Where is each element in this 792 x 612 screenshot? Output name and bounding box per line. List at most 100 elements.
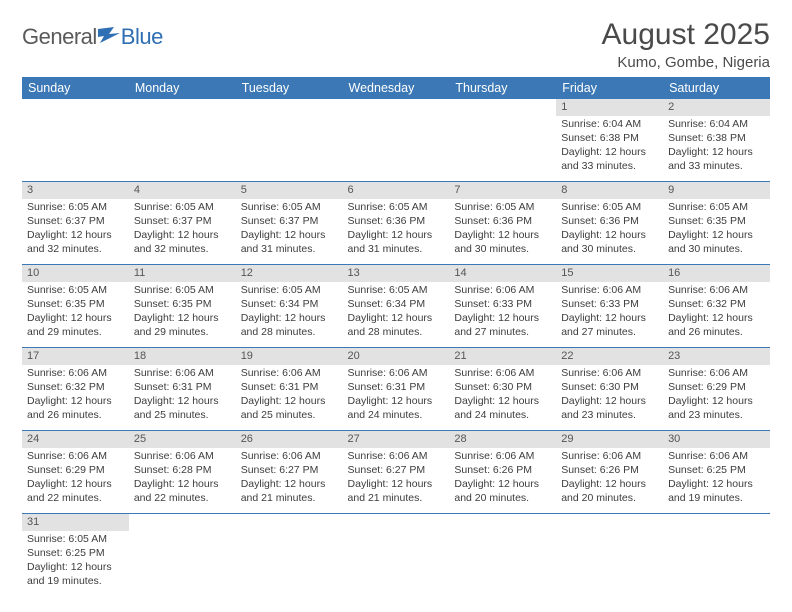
daylight-line-2: and 33 minutes. [561,159,658,173]
sunset-text: Sunset: 6:27 PM [241,463,338,477]
daylight-line-1: Daylight: 12 hours [668,311,765,325]
day-details: Sunrise: 6:05 AMSunset: 6:37 PMDaylight:… [236,199,343,260]
calendar-cell [663,514,770,597]
sunrise-text: Sunrise: 6:04 AM [561,117,658,131]
day-details: Sunrise: 6:06 AMSunset: 6:26 PMDaylight:… [449,448,556,509]
sunrise-text: Sunrise: 6:06 AM [561,283,658,297]
sunrise-text: Sunrise: 6:06 AM [454,449,551,463]
calendar-cell: 29Sunrise: 6:06 AMSunset: 6:26 PMDayligh… [556,431,663,514]
day-number: 16 [663,265,770,282]
flag-icon [98,27,120,48]
day-details: Sunrise: 6:05 AMSunset: 6:36 PMDaylight:… [556,199,663,260]
day-number: 7 [449,182,556,199]
day-details: Sunrise: 6:05 AMSunset: 6:34 PMDaylight:… [343,282,450,343]
calendar-cell: 7Sunrise: 6:05 AMSunset: 6:36 PMDaylight… [449,182,556,265]
day-details: Sunrise: 6:04 AMSunset: 6:38 PMDaylight:… [556,116,663,177]
day-details: Sunrise: 6:05 AMSunset: 6:25 PMDaylight:… [22,531,129,592]
calendar-cell: 31Sunrise: 6:05 AMSunset: 6:25 PMDayligh… [22,514,129,597]
sunset-text: Sunset: 6:34 PM [241,297,338,311]
day-details: Sunrise: 6:04 AMSunset: 6:38 PMDaylight:… [663,116,770,177]
sunrise-text: Sunrise: 6:05 AM [348,283,445,297]
day-number: 21 [449,348,556,365]
sunrise-text: Sunrise: 6:06 AM [241,366,338,380]
daylight-line-2: and 26 minutes. [27,408,124,422]
calendar-body: 1Sunrise: 6:04 AMSunset: 6:38 PMDaylight… [22,99,770,596]
day-details: Sunrise: 6:06 AMSunset: 6:32 PMDaylight:… [663,282,770,343]
sunset-text: Sunset: 6:37 PM [27,214,124,228]
sunset-text: Sunset: 6:32 PM [668,297,765,311]
day-details: Sunrise: 6:05 AMSunset: 6:37 PMDaylight:… [129,199,236,260]
daylight-line-1: Daylight: 12 hours [27,228,124,242]
day-number: 8 [556,182,663,199]
sunrise-text: Sunrise: 6:05 AM [561,200,658,214]
daylight-line-1: Daylight: 12 hours [241,394,338,408]
day-details: Sunrise: 6:06 AMSunset: 6:25 PMDaylight:… [663,448,770,509]
calendar-cell: 5Sunrise: 6:05 AMSunset: 6:37 PMDaylight… [236,182,343,265]
day-number: 29 [556,431,663,448]
day-number: 18 [129,348,236,365]
day-details: Sunrise: 6:06 AMSunset: 6:31 PMDaylight:… [236,365,343,426]
sunrise-text: Sunrise: 6:06 AM [241,449,338,463]
daylight-line-1: Daylight: 12 hours [134,477,231,491]
sunrise-text: Sunrise: 6:06 AM [454,366,551,380]
sunrise-text: Sunrise: 6:06 AM [27,449,124,463]
sunset-text: Sunset: 6:33 PM [454,297,551,311]
daylight-line-2: and 29 minutes. [134,325,231,339]
sunrise-text: Sunrise: 6:06 AM [668,283,765,297]
calendar-cell: 6Sunrise: 6:05 AMSunset: 6:36 PMDaylight… [343,182,450,265]
day-details: Sunrise: 6:06 AMSunset: 6:29 PMDaylight:… [22,448,129,509]
day-details: Sunrise: 6:06 AMSunset: 6:30 PMDaylight:… [449,365,556,426]
day-details: Sunrise: 6:06 AMSunset: 6:30 PMDaylight:… [556,365,663,426]
daylight-line-2: and 27 minutes. [561,325,658,339]
sunset-text: Sunset: 6:26 PM [454,463,551,477]
daylight-line-1: Daylight: 12 hours [561,477,658,491]
sunrise-text: Sunrise: 6:05 AM [241,283,338,297]
sunset-text: Sunset: 6:35 PM [668,214,765,228]
sunrise-text: Sunrise: 6:06 AM [561,366,658,380]
day-number: 3 [22,182,129,199]
calendar-cell: 1Sunrise: 6:04 AMSunset: 6:38 PMDaylight… [556,99,663,182]
daylight-line-2: and 30 minutes. [454,242,551,256]
location-label: Kumo, Gombe, Nigeria [602,54,770,71]
day-number: 13 [343,265,450,282]
daylight-line-1: Daylight: 12 hours [454,228,551,242]
calendar-cell: 11Sunrise: 6:05 AMSunset: 6:35 PMDayligh… [129,265,236,348]
sunset-text: Sunset: 6:34 PM [348,297,445,311]
daylight-line-2: and 28 minutes. [348,325,445,339]
sunset-text: Sunset: 6:25 PM [668,463,765,477]
calendar-cell: 2Sunrise: 6:04 AMSunset: 6:38 PMDaylight… [663,99,770,182]
daylight-line-2: and 32 minutes. [27,242,124,256]
calendar-cell: 15Sunrise: 6:06 AMSunset: 6:33 PMDayligh… [556,265,663,348]
sunset-text: Sunset: 6:32 PM [27,380,124,394]
calendar-cell: 22Sunrise: 6:06 AMSunset: 6:30 PMDayligh… [556,348,663,431]
day-number: 17 [22,348,129,365]
daylight-line-2: and 31 minutes. [241,242,338,256]
day-details: Sunrise: 6:06 AMSunset: 6:31 PMDaylight:… [129,365,236,426]
logo-text-1: General [22,24,97,50]
sunset-text: Sunset: 6:30 PM [454,380,551,394]
sunset-text: Sunset: 6:28 PM [134,463,231,477]
day-number: 22 [556,348,663,365]
calendar-cell [449,99,556,182]
daylight-line-1: Daylight: 12 hours [134,311,231,325]
weekday-header: Wednesday [343,77,450,99]
day-details: Sunrise: 6:06 AMSunset: 6:31 PMDaylight:… [343,365,450,426]
day-number: 26 [236,431,343,448]
daylight-line-2: and 28 minutes. [241,325,338,339]
sunrise-text: Sunrise: 6:05 AM [348,200,445,214]
daylight-line-1: Daylight: 12 hours [454,394,551,408]
day-details: Sunrise: 6:06 AMSunset: 6:29 PMDaylight:… [663,365,770,426]
calendar-cell [449,514,556,597]
day-details: Sunrise: 6:06 AMSunset: 6:27 PMDaylight:… [236,448,343,509]
calendar-cell: 10Sunrise: 6:05 AMSunset: 6:35 PMDayligh… [22,265,129,348]
calendar-cell: 23Sunrise: 6:06 AMSunset: 6:29 PMDayligh… [663,348,770,431]
daylight-line-1: Daylight: 12 hours [27,394,124,408]
daylight-line-2: and 23 minutes. [561,408,658,422]
sunset-text: Sunset: 6:36 PM [561,214,658,228]
daylight-line-1: Daylight: 12 hours [27,477,124,491]
day-details: Sunrise: 6:06 AMSunset: 6:27 PMDaylight:… [343,448,450,509]
daylight-line-2: and 19 minutes. [27,574,124,588]
sunrise-text: Sunrise: 6:06 AM [348,366,445,380]
calendar-cell: 30Sunrise: 6:06 AMSunset: 6:25 PMDayligh… [663,431,770,514]
daylight-line-1: Daylight: 12 hours [668,228,765,242]
